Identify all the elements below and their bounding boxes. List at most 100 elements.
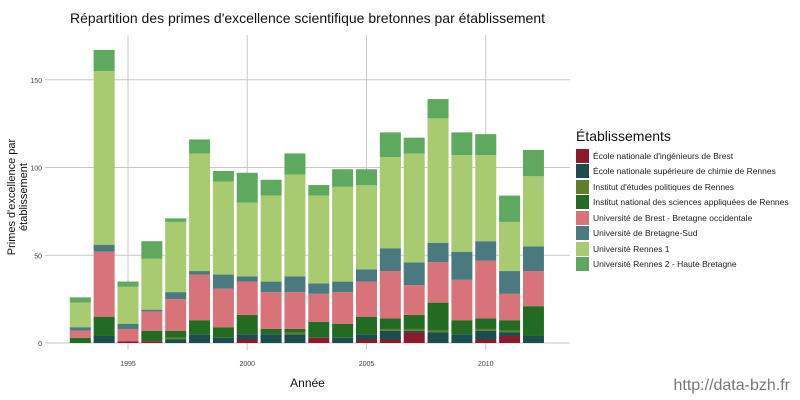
bar-segment bbox=[189, 320, 211, 335]
bar-segment bbox=[475, 339, 497, 343]
bar-segment bbox=[260, 281, 282, 293]
bar-segment bbox=[236, 202, 258, 277]
bar-segment bbox=[284, 174, 306, 277]
legend-swatch bbox=[576, 241, 589, 256]
bar-segment bbox=[522, 335, 544, 343]
bar-segment bbox=[141, 241, 163, 259]
legend-swatch bbox=[576, 148, 589, 163]
bar-segment bbox=[284, 276, 306, 293]
bar-segment bbox=[332, 169, 354, 187]
bar-segment bbox=[284, 292, 306, 329]
bar-segment bbox=[403, 153, 425, 263]
bar-segment bbox=[356, 334, 377, 340]
bar-segment bbox=[236, 172, 258, 203]
bar-segment bbox=[475, 241, 497, 261]
bar-segment bbox=[403, 137, 425, 154]
y-tick-label: 100 bbox=[30, 166, 42, 173]
bar-segment bbox=[499, 332, 521, 336]
bar-segment bbox=[403, 314, 425, 329]
bar-segment bbox=[379, 271, 401, 319]
bar-segment bbox=[499, 330, 521, 333]
bar-segment bbox=[427, 332, 449, 343]
bar-segment bbox=[93, 251, 115, 317]
bar-segment bbox=[403, 285, 425, 315]
bar-segment bbox=[212, 327, 234, 338]
bar-segment bbox=[379, 132, 401, 157]
bar-segment bbox=[451, 155, 473, 252]
bar-segment bbox=[165, 292, 187, 300]
bar-segment bbox=[117, 328, 139, 342]
y-tick-label: 50 bbox=[34, 253, 42, 260]
bar-segment bbox=[236, 276, 258, 282]
bar-segment bbox=[499, 195, 521, 222]
bar-segment bbox=[475, 134, 497, 156]
legend-item: École nationale d'ingénieurs de Brest bbox=[576, 148, 789, 164]
bar-segment bbox=[522, 176, 544, 247]
bar-segment bbox=[260, 179, 282, 196]
bar-segment bbox=[308, 185, 330, 196]
legend-title: Établissements bbox=[576, 128, 671, 144]
bar-segment bbox=[141, 309, 163, 312]
bar-segment bbox=[165, 337, 187, 340]
bar-segment bbox=[308, 337, 330, 343]
bar-segment bbox=[332, 337, 354, 343]
bar-segment bbox=[189, 153, 211, 272]
x-tick-label: 1995 bbox=[120, 361, 136, 368]
bar-segment bbox=[93, 70, 115, 245]
bar-segment bbox=[356, 269, 377, 282]
legend-label: Université Rennes 2 - Haute Bretagne bbox=[593, 259, 737, 270]
x-tick-label: 2010 bbox=[478, 361, 494, 368]
bar-segment bbox=[379, 248, 401, 272]
y-tick-label: 150 bbox=[30, 78, 42, 85]
bar-segment bbox=[475, 330, 497, 340]
bar-segment bbox=[260, 334, 282, 343]
bar-segment bbox=[403, 262, 425, 286]
legend-label: Université de Brest - Bretagne occidenta… bbox=[593, 212, 753, 223]
bar-segment bbox=[308, 283, 330, 294]
bar-segment bbox=[522, 306, 544, 336]
legend-label: Institut d'études politiques de Rennes bbox=[593, 181, 735, 192]
bar-segment bbox=[260, 292, 282, 329]
bar-segment bbox=[403, 332, 425, 343]
bar-segment bbox=[93, 335, 115, 343]
bar-segment bbox=[93, 316, 115, 336]
bar-segment bbox=[165, 218, 187, 222]
bar-segment bbox=[165, 339, 187, 343]
bar-segment bbox=[427, 242, 449, 263]
bar-segment bbox=[427, 262, 449, 303]
bar-segment bbox=[332, 323, 354, 338]
legend-swatch bbox=[576, 195, 589, 210]
bar-segment bbox=[165, 330, 187, 338]
bar-segment bbox=[308, 321, 330, 338]
bar-segment bbox=[356, 185, 377, 270]
bar-segment bbox=[499, 271, 521, 294]
legend-swatch bbox=[576, 226, 589, 241]
bar-segment bbox=[356, 169, 377, 186]
bar-segment bbox=[522, 149, 544, 177]
bar-segment bbox=[451, 279, 473, 321]
bar-segment bbox=[379, 328, 401, 331]
bar-segment bbox=[141, 258, 163, 310]
legend-swatch bbox=[576, 179, 589, 194]
bar-segment bbox=[117, 323, 139, 329]
x-tick-label: 2000 bbox=[239, 361, 255, 368]
bar-segment bbox=[427, 118, 449, 243]
bar-segment bbox=[379, 318, 401, 329]
bar-segment bbox=[189, 271, 211, 275]
bar-segment bbox=[475, 155, 497, 242]
bar-segment bbox=[69, 327, 91, 331]
legend-label: Université Rennes 1 bbox=[593, 243, 670, 254]
bar-segment bbox=[236, 339, 258, 343]
bar-segment bbox=[332, 292, 354, 324]
bar-segment bbox=[475, 318, 497, 329]
bar-segment bbox=[403, 328, 425, 331]
bar-segment bbox=[284, 332, 306, 335]
legend-swatch bbox=[576, 210, 589, 225]
bar-segment bbox=[189, 274, 211, 321]
bar-segment bbox=[212, 274, 234, 289]
legend-item: Université de Brest - Bretagne occidenta… bbox=[576, 210, 789, 226]
bar-segment bbox=[141, 311, 163, 331]
x-tick-label: 2005 bbox=[359, 361, 375, 368]
bar-segment bbox=[499, 221, 521, 272]
legend-swatch bbox=[576, 257, 589, 272]
